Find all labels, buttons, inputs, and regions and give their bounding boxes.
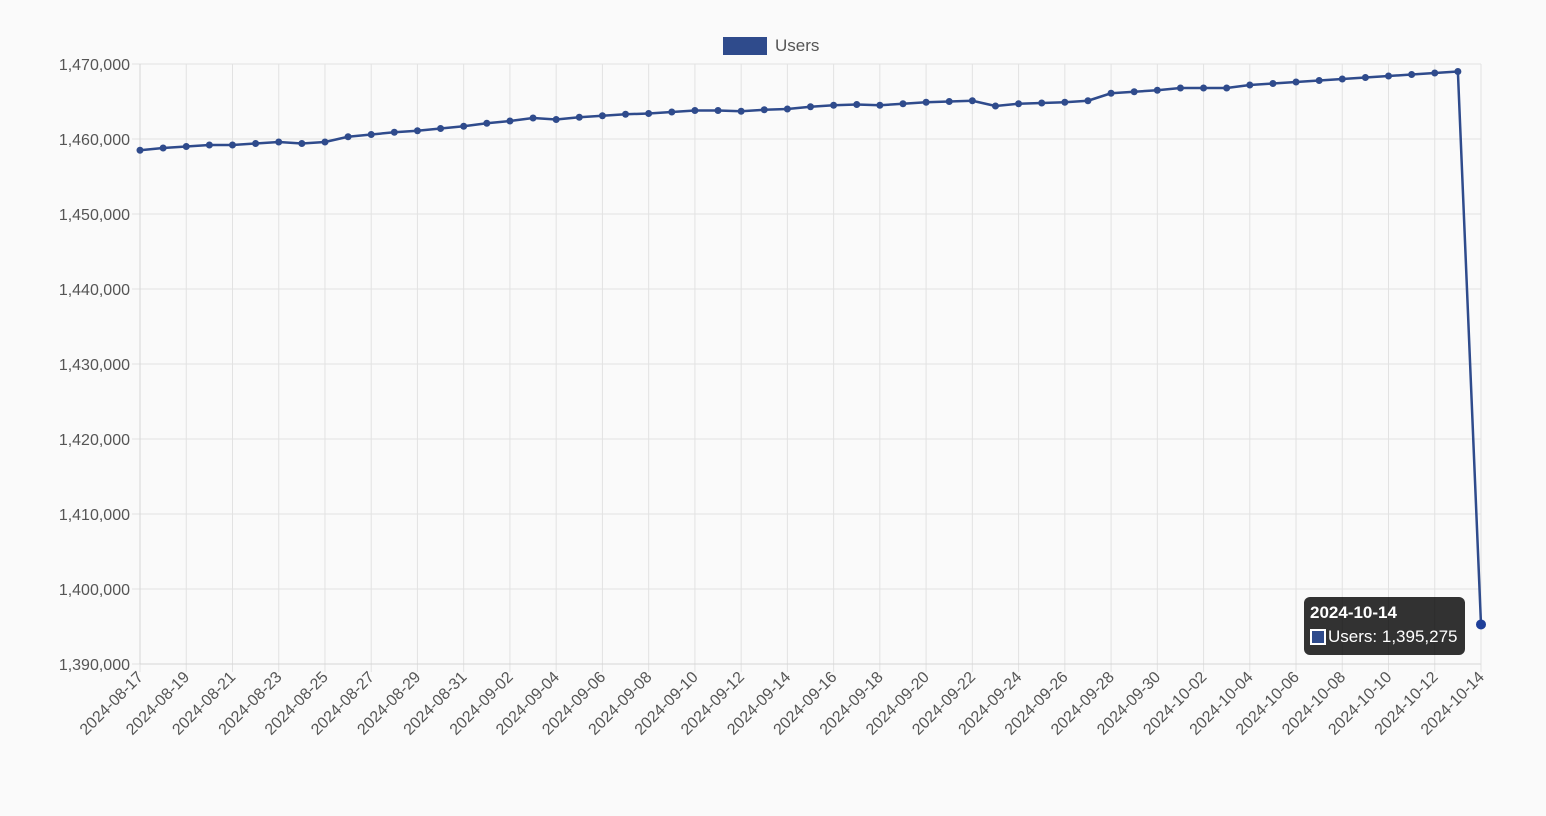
- data-point[interactable]: [1315, 77, 1323, 84]
- data-point[interactable]: [945, 98, 953, 105]
- legend-label[interactable]: Users: [775, 36, 819, 55]
- data-point[interactable]: [437, 125, 445, 132]
- data-point[interactable]: [159, 144, 167, 152]
- data-point[interactable]: [1061, 98, 1069, 106]
- data-point[interactable]: [830, 101, 838, 109]
- data-point[interactable]: [460, 122, 468, 130]
- data-point[interactable]: [1200, 84, 1208, 92]
- data-point[interactable]: [1408, 71, 1416, 78]
- y-tick-label: 1,470,000: [59, 57, 130, 74]
- data-point[interactable]: [1038, 99, 1046, 107]
- data-point[interactable]: [552, 116, 560, 123]
- data-point[interactable]: [367, 131, 375, 138]
- data-point[interactable]: [691, 107, 699, 114]
- data-point[interactable]: [1176, 84, 1184, 92]
- data-point[interactable]: [1292, 78, 1300, 86]
- data-point[interactable]: [1223, 84, 1231, 92]
- data-point[interactable]: [622, 110, 630, 118]
- data-point[interactable]: [205, 141, 213, 149]
- legend[interactable]: Users: [723, 36, 819, 55]
- data-point[interactable]: [922, 98, 930, 106]
- data-point[interactable]: [1269, 80, 1277, 87]
- data-point[interactable]: [1107, 89, 1115, 97]
- y-tick-label: 1,420,000: [59, 432, 130, 449]
- data-point[interactable]: [760, 106, 768, 114]
- data-point[interactable]: [413, 127, 421, 135]
- data-point[interactable]: [968, 97, 976, 105]
- data-point[interactable]: [529, 114, 537, 122]
- data-point[interactable]: [1246, 81, 1254, 89]
- series-users: [136, 68, 1486, 630]
- data-point[interactable]: [783, 105, 791, 113]
- data-point[interactable]: [1454, 68, 1462, 75]
- data-point[interactable]: [1130, 88, 1138, 96]
- data-point[interactable]: [1476, 619, 1486, 630]
- legend-swatch[interactable]: [723, 37, 767, 55]
- data-point[interactable]: [1385, 72, 1393, 80]
- data-point[interactable]: [807, 103, 814, 111]
- data-point[interactable]: [228, 141, 236, 149]
- data-point[interactable]: [598, 112, 606, 120]
- tooltip-color-swatch: [1310, 629, 1326, 645]
- data-point[interactable]: [1015, 100, 1023, 108]
- data-point[interactable]: [1361, 74, 1369, 81]
- data-point[interactable]: [275, 138, 283, 146]
- series-line: [139, 70, 1483, 625]
- data-point[interactable]: [182, 143, 190, 150]
- data-point[interactable]: [506, 117, 514, 125]
- data-point[interactable]: [1153, 86, 1161, 94]
- y-axis: 1,390,000 1,400,000 1,410,000 1,420,000 1,43…: [59, 57, 130, 674]
- data-point[interactable]: [1338, 75, 1346, 83]
- data-point[interactable]: [252, 140, 260, 147]
- data-point[interactable]: [668, 108, 676, 116]
- y-tick-label: 1,410,000: [59, 507, 130, 524]
- data-point[interactable]: [1084, 97, 1092, 105]
- x-axis: 2024-08-172024-08-192024-08-212024-08-23…: [77, 669, 1488, 739]
- tooltip-value: 1,395,275: [1381, 627, 1458, 646]
- data-point[interactable]: [645, 110, 653, 117]
- y-tick-label: 1,450,000: [59, 207, 130, 224]
- y-tick-label: 1,430,000: [59, 357, 130, 374]
- data-point[interactable]: [991, 102, 999, 110]
- data-point[interactable]: [737, 107, 745, 115]
- data-point[interactable]: [483, 119, 491, 127]
- data-point[interactable]: [714, 107, 722, 114]
- data-tooltip: 2024-10-14 Users: 1,395,275: [1304, 597, 1465, 655]
- data-point[interactable]: [876, 101, 884, 109]
- data-point[interactable]: [853, 101, 861, 108]
- data-point[interactable]: [899, 100, 907, 108]
- data-point[interactable]: [1431, 69, 1439, 77]
- grid: [132, 63, 1482, 672]
- y-tick-label: 1,440,000: [59, 282, 130, 299]
- tooltip-title: 2024-10-14: [1310, 603, 1397, 622]
- y-tick-label: 1,390,000: [59, 657, 130, 674]
- data-point[interactable]: [575, 113, 583, 121]
- y-tick-label: 1,460,000: [59, 132, 130, 149]
- data-point[interactable]: [321, 138, 329, 146]
- data-point[interactable]: [390, 128, 398, 136]
- y-tick-label: 1,400,000: [59, 582, 130, 599]
- data-point[interactable]: [136, 146, 144, 154]
- tooltip-series-label: Users: [1328, 627, 1373, 646]
- data-point[interactable]: [344, 133, 352, 141]
- data-point[interactable]: [298, 140, 306, 147]
